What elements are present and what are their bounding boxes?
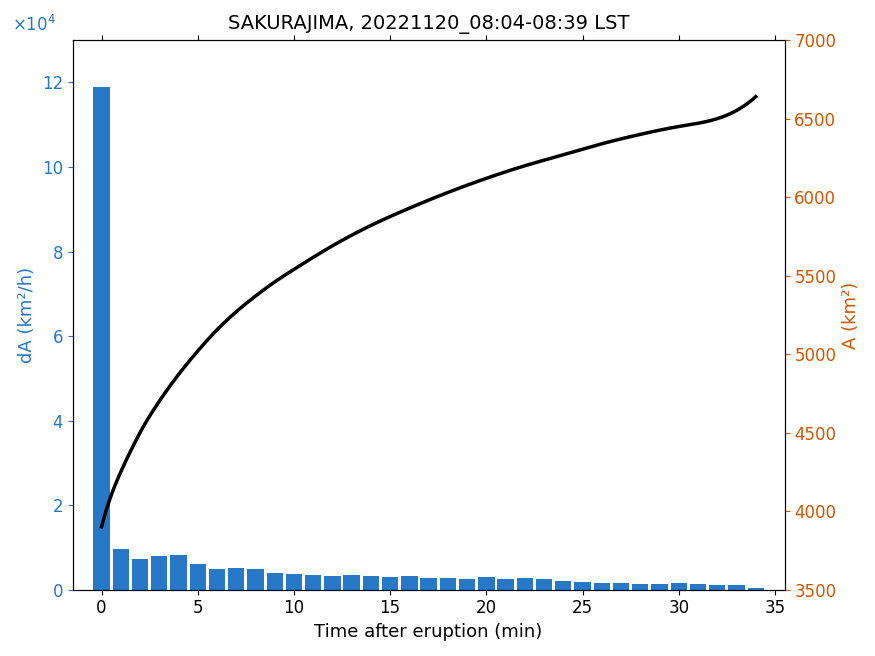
Bar	[651, 584, 668, 590]
Bar	[421, 578, 437, 590]
Bar	[190, 564, 206, 590]
Bar	[248, 569, 263, 590]
Bar	[574, 582, 591, 590]
Bar	[113, 549, 129, 590]
Y-axis label: A (km²): A (km²)	[842, 281, 860, 348]
Bar	[171, 555, 186, 590]
Bar	[209, 569, 225, 590]
Bar	[497, 579, 514, 590]
Bar	[325, 576, 340, 590]
Bar	[478, 577, 494, 590]
Bar	[228, 567, 244, 590]
Bar	[747, 588, 764, 590]
Bar	[555, 581, 571, 590]
Y-axis label: dA (km²/h): dA (km²/h)	[18, 267, 36, 363]
Bar	[516, 578, 533, 590]
Bar	[382, 577, 398, 590]
Bar	[344, 575, 360, 590]
Title: SAKURAJIMA, 20221120_08:04-08:39 LST: SAKURAJIMA, 20221120_08:04-08:39 LST	[228, 15, 629, 34]
Bar	[286, 573, 302, 590]
Bar	[670, 583, 687, 590]
Bar	[612, 583, 629, 590]
Bar	[458, 579, 475, 590]
Bar	[402, 576, 417, 590]
Bar	[132, 560, 148, 590]
Bar	[363, 576, 379, 590]
Bar	[305, 575, 321, 590]
Text: $\times 10^4$: $\times 10^4$	[12, 14, 56, 35]
Bar	[536, 579, 552, 590]
Bar	[709, 586, 725, 590]
Bar	[94, 87, 109, 590]
Bar	[728, 585, 745, 590]
Bar	[593, 583, 610, 590]
Bar	[267, 573, 283, 590]
X-axis label: Time after eruption (min): Time after eruption (min)	[314, 623, 542, 641]
Bar	[632, 584, 648, 590]
Bar	[439, 578, 456, 590]
Bar	[151, 556, 167, 590]
Bar	[690, 584, 706, 590]
